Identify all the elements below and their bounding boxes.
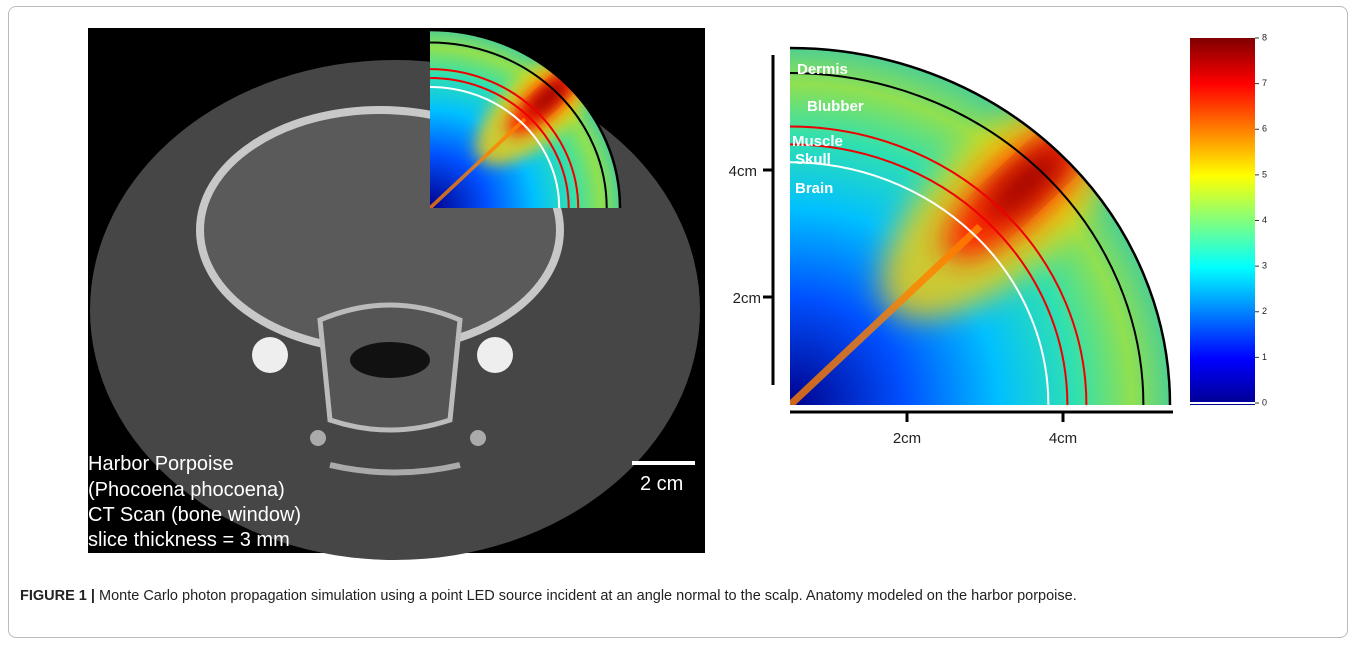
- ct-ear-left: [252, 337, 288, 373]
- ct-cavity: [350, 342, 430, 378]
- scale-bar-label: 2 cm: [640, 473, 683, 495]
- caption-label: FIGURE 1 |: [20, 588, 95, 604]
- ct-label: Harbor Porpoise: [88, 453, 234, 475]
- layer-label: Brain: [795, 180, 833, 197]
- caption-text: Monte Carlo photon propagation simulatio…: [99, 588, 1077, 604]
- colorbar-tick-label: 6: [1262, 124, 1267, 134]
- ct-label: (Phocoena phocoena): [88, 479, 285, 501]
- ct-label: slice thickness = 3 mm: [88, 529, 290, 551]
- layer-label: Skull: [795, 151, 831, 168]
- ct-bone: [470, 430, 486, 446]
- layer-label: Dermis: [797, 61, 848, 78]
- colorbar-tick-label: 3: [1262, 261, 1267, 271]
- colorbar-tick-label: 1: [1262, 352, 1267, 362]
- y-tick-label: 4cm: [729, 163, 757, 180]
- colorbar-tick-label: 4: [1262, 215, 1267, 225]
- ct-label: CT Scan (bone window): [88, 504, 301, 526]
- colorbar-tick-label: 7: [1262, 78, 1267, 88]
- colorbar: [1190, 38, 1255, 405]
- colorbar-tick-label: 0: [1262, 397, 1267, 407]
- figure: Harbor Porpoise (Phocoena phocoena) CT S…: [0, 0, 1358, 580]
- page: Harbor Porpoise (Phocoena phocoena) CT S…: [0, 0, 1358, 647]
- layer-label: Muscle: [792, 133, 843, 150]
- caption: FIGURE 1 | Monte Carlo photon propagatio…: [20, 586, 1320, 607]
- x-tick-label: 2cm: [893, 430, 921, 447]
- y-tick-label: 2cm: [733, 290, 761, 307]
- colorbar-tick-label: 8: [1262, 32, 1267, 42]
- ct-bone: [310, 430, 326, 446]
- colorbar-tick-label: 2: [1262, 306, 1267, 316]
- ct-ear-right: [477, 337, 513, 373]
- layer-label: Blubber: [807, 98, 864, 115]
- colorbar-tick-label: 5: [1262, 169, 1267, 179]
- x-tick-label: 4cm: [1049, 430, 1077, 447]
